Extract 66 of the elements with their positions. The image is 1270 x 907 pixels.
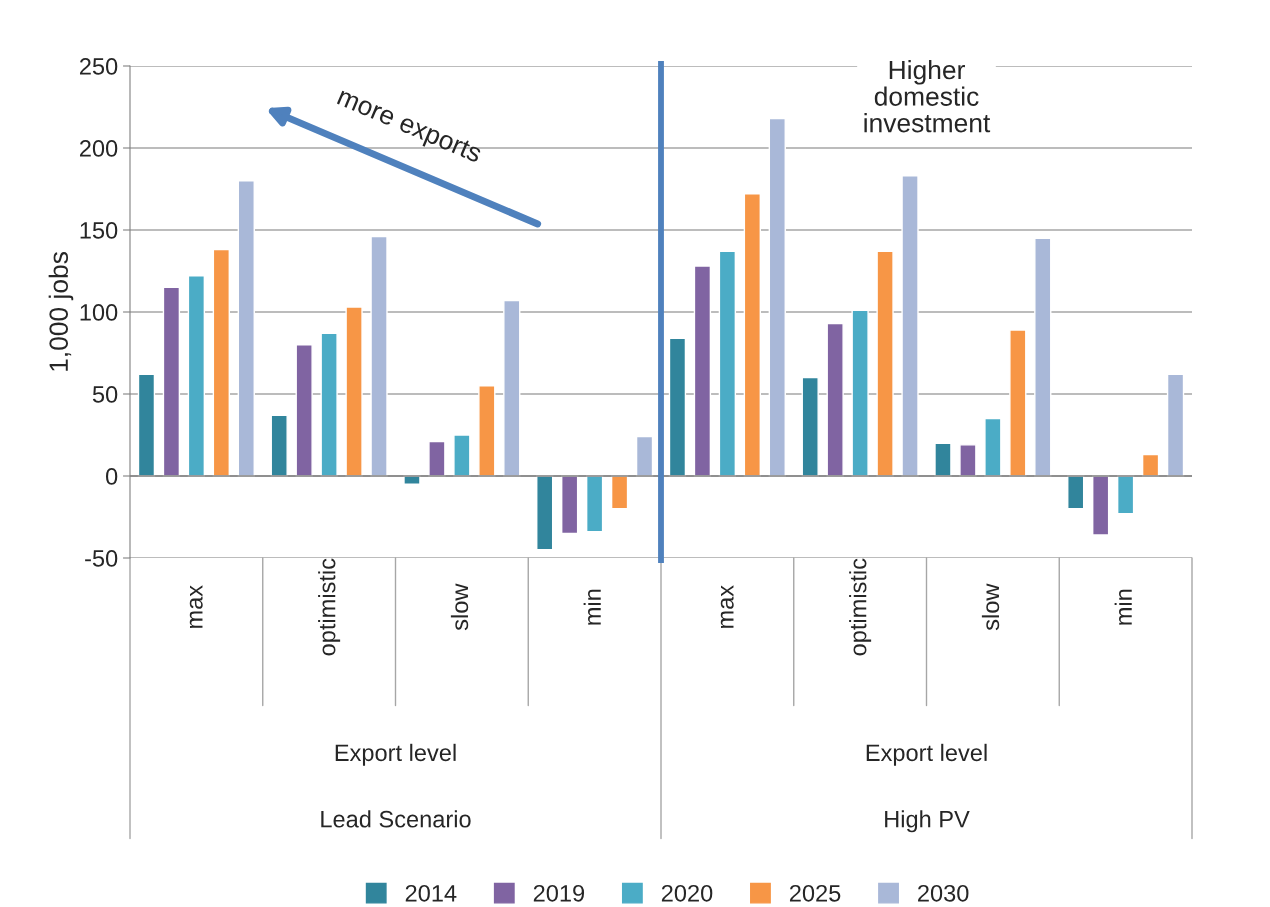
bar [503, 299, 521, 477]
bar [1067, 475, 1085, 510]
bar [826, 322, 844, 477]
y-tick-label: 0 [105, 468, 118, 485]
bar [901, 175, 919, 477]
bar [984, 417, 1002, 477]
legend-label: 2025 [789, 884, 841, 902]
bar [718, 250, 737, 477]
bar [561, 475, 579, 535]
bar [453, 434, 471, 477]
annotation: more exports [334, 87, 483, 168]
bar [212, 248, 230, 477]
bar [270, 414, 288, 477]
bar [345, 306, 363, 477]
y-tick-label: 200 [79, 140, 118, 157]
bar [876, 250, 894, 477]
x-tick-label: slow [981, 583, 1000, 631]
x-tick-label: slow [450, 583, 469, 631]
bar [137, 373, 156, 477]
y-tick-label: 150 [80, 222, 118, 239]
x-tick-label: min [583, 589, 601, 625]
x-tick-label: optimistic [849, 558, 872, 656]
bar [668, 337, 687, 477]
bar [536, 475, 554, 551]
bar [801, 376, 819, 477]
bar [959, 444, 977, 477]
bar [1009, 329, 1027, 477]
bar [295, 344, 313, 477]
bar [693, 265, 712, 477]
legend-label: 2014 [405, 884, 457, 902]
legend-label: 2030 [918, 884, 969, 902]
legend-label: 2020 [661, 884, 713, 902]
x-tick-label: max [189, 585, 203, 628]
bar [585, 475, 604, 533]
bar [320, 332, 338, 477]
bar [1034, 237, 1052, 477]
text: Export level [335, 743, 456, 766]
bar [934, 442, 952, 477]
bar [478, 385, 496, 477]
bar [1116, 475, 1135, 515]
text: Export level [866, 743, 987, 766]
bar [768, 117, 786, 477]
x-tick-label: min [1114, 589, 1132, 625]
bar [743, 193, 761, 477]
bar [370, 235, 388, 477]
y-axis-title: 1,000 jobs [48, 252, 74, 371]
x-tick-label: optimistic [318, 558, 341, 656]
bar [162, 286, 181, 477]
y-tick-label: -50 [85, 550, 118, 567]
text: Lead Scenario [321, 810, 471, 828]
bar [1166, 373, 1185, 477]
y-tick-label: 50 [92, 386, 118, 403]
annotation: Higher domestic investment [864, 59, 991, 133]
text: High PV [885, 810, 970, 833]
bar [851, 309, 869, 477]
bar [187, 275, 206, 477]
bar [428, 440, 446, 477]
y-tick-label: 250 [79, 58, 118, 75]
legend-label: 2019 [533, 884, 585, 902]
bar [237, 180, 255, 477]
bar [1141, 453, 1160, 477]
x-tick-label: max [720, 585, 734, 628]
bar [1092, 475, 1110, 536]
y-tick-label: 100 [80, 304, 118, 321]
bar [635, 435, 654, 477]
bar [610, 475, 629, 510]
